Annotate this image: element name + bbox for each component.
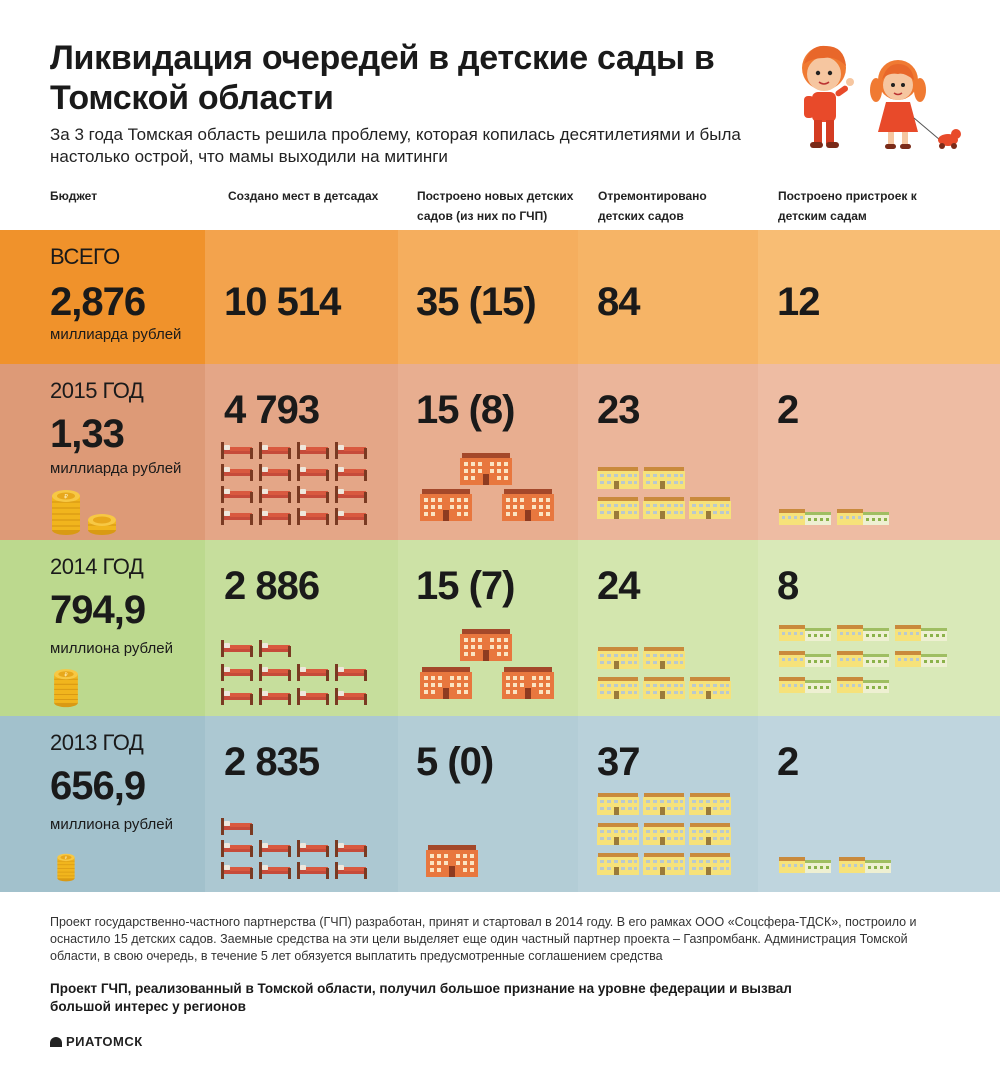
cell-bg — [0, 230, 205, 364]
girl-figure — [870, 60, 961, 149]
annexes-value: 2 — [777, 388, 799, 432]
cell-bg — [205, 716, 398, 892]
budget-value: 1,33 — [50, 412, 125, 456]
places-value: 2 886 — [224, 564, 320, 608]
bed-icon-group — [221, 818, 367, 879]
column-header-built: Построено новых детских садов (из них по… — [417, 189, 574, 223]
places-value: 2 835 — [224, 740, 320, 784]
row-label: 2014 ГОД — [50, 554, 144, 579]
column-header-budget: Бюджет — [50, 189, 98, 203]
cell-bg — [578, 230, 758, 364]
annexes-value: 8 — [777, 564, 799, 608]
built-value: 35 (15) — [416, 280, 537, 324]
cell-bg — [0, 540, 205, 716]
footnote: Проект государственно-частного партнерст… — [50, 915, 917, 963]
budget-value: 656,9 — [50, 764, 146, 808]
boy-figure — [802, 45, 854, 148]
budget-unit: миллиона рублей — [50, 640, 173, 657]
repaired-value: 84 — [597, 280, 640, 324]
logo-icon — [50, 1037, 62, 1047]
cell-bg — [205, 230, 398, 364]
repaired-value: 24 — [597, 564, 640, 608]
row-2014: 2014 ГОД 794,9 миллиона рублей 2 886 15 … — [0, 540, 1000, 716]
row-2015: 2015 ГОД 1,33 миллиарда рублей 4 793 15 … — [0, 364, 1000, 540]
places-value: 10 514 — [224, 280, 341, 324]
cell-bg — [398, 230, 578, 364]
row-total: ВСЕГО 2,876 миллиарда рублей 10 514 35 (… — [0, 230, 1000, 364]
annexes-value: 2 — [777, 740, 799, 784]
row-label: 2015 ГОД — [50, 378, 144, 403]
page-title: Ликвидация очередей в детские сады в Том… — [50, 39, 715, 117]
budget-unit: миллиарда рублей — [50, 460, 182, 477]
kindergarten-building-icon — [426, 845, 478, 877]
coin-stack-icon — [51, 489, 117, 536]
column-header-places: Создано мест в детсадах — [228, 189, 379, 203]
budget-unit: миллиона рублей — [50, 816, 173, 833]
repaired-value: 23 — [597, 388, 640, 432]
row-label: 2013 ГОД — [50, 730, 144, 755]
coin-stack-icon — [56, 853, 76, 882]
logo: РИАТОМСК — [50, 1034, 143, 1049]
budget-value: 794,9 — [50, 588, 146, 632]
bed-icon — [221, 818, 367, 879]
annex-icon — [779, 509, 889, 525]
footnote-bold: Проект ГЧП, реализованный в Томской обла… — [50, 981, 792, 1014]
built-value: 15 (7) — [416, 564, 515, 608]
budget-unit: миллиарда рублей — [50, 326, 182, 343]
cell-bg — [0, 364, 205, 540]
column-header-repaired: Отремонтировано детских садов — [598, 189, 707, 223]
cell-bg — [205, 540, 398, 716]
budget-value: 2,876 — [50, 280, 146, 324]
built-value: 5 (0) — [416, 740, 494, 784]
built-value: 15 (8) — [416, 388, 515, 432]
bed-icon-group — [221, 640, 367, 705]
bed-icon — [221, 640, 367, 705]
repaired-value: 37 — [597, 740, 640, 784]
places-value: 4 793 — [224, 388, 320, 432]
logo-text: РИАТОМСК — [66, 1034, 143, 1049]
column-header-annexes: Построено пристроек к детским садам — [778, 189, 917, 223]
annexes-value: 12 — [777, 280, 820, 324]
cell-bg — [758, 230, 1000, 364]
row-2013: 2013 ГОД 656,9 миллиона рублей 2 835 5 (… — [0, 716, 1000, 892]
annex-icon — [779, 625, 947, 693]
children-illustration — [802, 45, 961, 149]
row-label: ВСЕГО — [50, 244, 120, 269]
repaired-building-icon — [597, 467, 731, 519]
kindergarten-building-icon — [420, 453, 554, 521]
coin-stack-icon — [53, 668, 79, 708]
repaired-building-icon — [597, 647, 731, 699]
bed-icon-group — [221, 442, 367, 525]
bed-icon — [221, 442, 367, 525]
kindergarten-building-icon — [420, 629, 554, 699]
repaired-building-icon — [597, 793, 731, 875]
annex-icon — [779, 857, 891, 873]
page-subtitle: За 3 года Томская область решила проблем… — [50, 125, 741, 166]
cell-bg — [0, 716, 205, 892]
